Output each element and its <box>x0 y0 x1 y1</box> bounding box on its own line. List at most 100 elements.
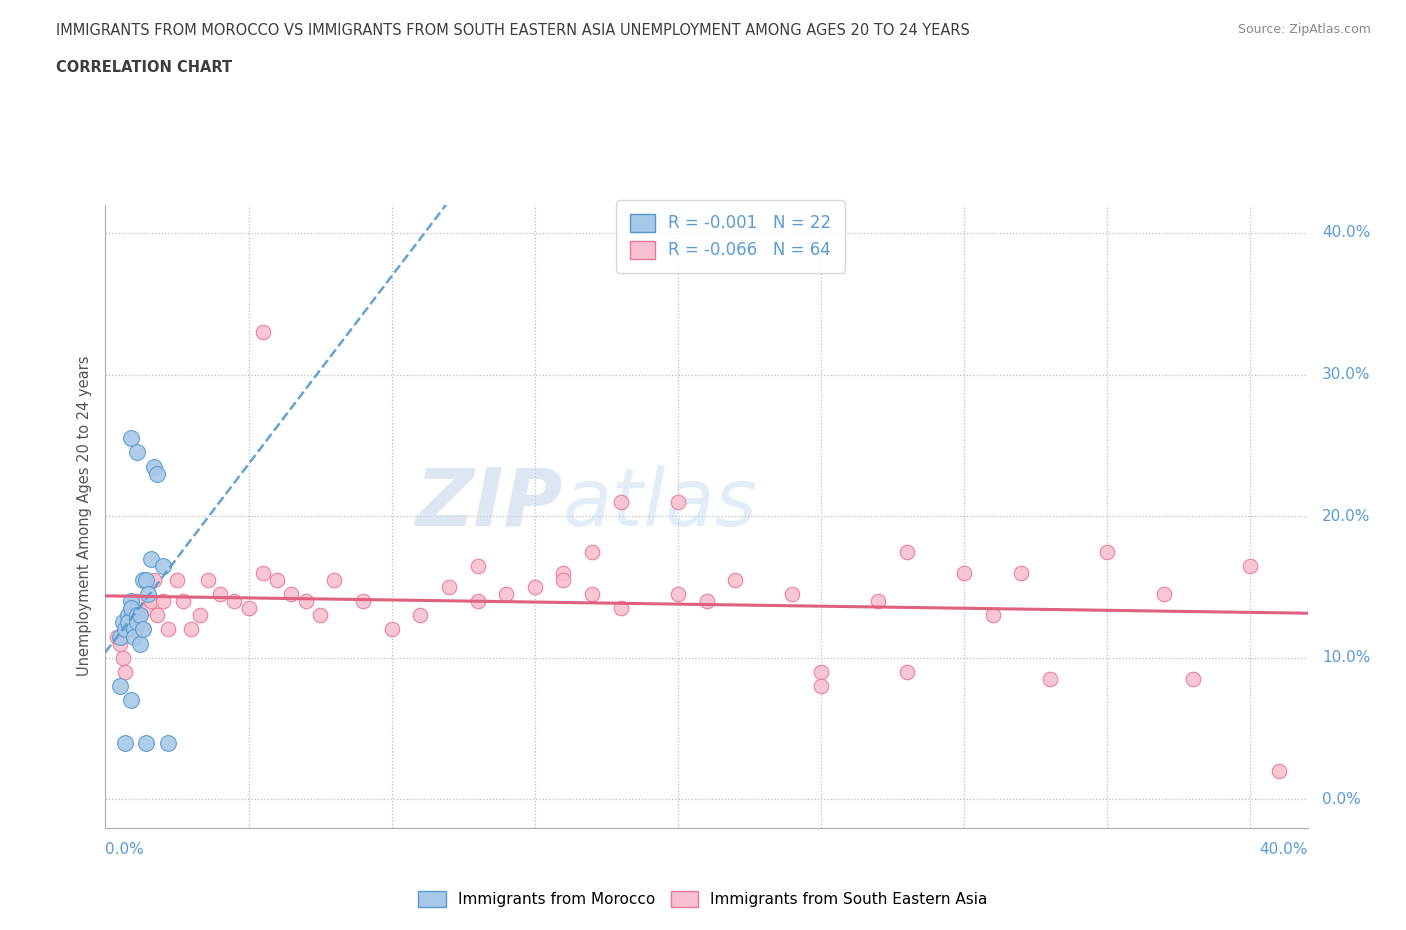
Point <box>125 445 148 459</box>
Point <box>266 573 288 588</box>
Point <box>108 629 131 644</box>
Point <box>125 615 148 630</box>
Text: atlas: atlas <box>562 465 756 543</box>
Point <box>120 593 142 608</box>
Point <box>1182 671 1205 686</box>
Point <box>138 587 160 602</box>
Point <box>238 601 260 616</box>
Point <box>120 601 142 616</box>
Point <box>437 579 460 594</box>
Text: 30.0%: 30.0% <box>1322 367 1371 382</box>
Point <box>467 593 489 608</box>
Point <box>128 608 150 623</box>
Point <box>1268 764 1291 778</box>
Text: 0.0%: 0.0% <box>1322 791 1361 807</box>
Point <box>122 622 145 637</box>
Point <box>1239 558 1261 573</box>
Point <box>208 587 231 602</box>
Point <box>180 622 202 637</box>
Point <box>131 573 153 588</box>
Point <box>120 431 142 445</box>
Point <box>581 587 603 602</box>
Point <box>467 558 489 573</box>
Point <box>280 587 302 602</box>
Point <box>122 629 145 644</box>
Point <box>953 565 976 580</box>
Point <box>152 593 174 608</box>
Point <box>381 622 404 637</box>
Point <box>105 629 128 644</box>
Point <box>1095 544 1118 559</box>
Point <box>152 558 174 573</box>
Point <box>309 608 332 623</box>
Point <box>172 593 194 608</box>
Point <box>666 495 689 510</box>
Point <box>120 693 142 708</box>
Point <box>138 601 160 616</box>
Point <box>143 573 166 588</box>
Y-axis label: Unemployment Among Ages 20 to 24 years: Unemployment Among Ages 20 to 24 years <box>77 356 93 676</box>
Point <box>523 579 546 594</box>
Point <box>1153 587 1175 602</box>
Point <box>352 593 374 608</box>
Point <box>135 573 157 588</box>
Legend: R = -0.001   N = 22, R = -0.066   N = 64: R = -0.001 N = 22, R = -0.066 N = 64 <box>616 201 845 272</box>
Point <box>553 573 575 588</box>
Point <box>188 608 211 623</box>
Point <box>1039 671 1062 686</box>
Point <box>108 636 131 651</box>
Point <box>609 601 631 616</box>
Point <box>111 615 134 630</box>
Point <box>111 650 134 665</box>
Point <box>252 565 274 580</box>
Point <box>197 573 219 588</box>
Point <box>1010 565 1032 580</box>
Text: 10.0%: 10.0% <box>1322 650 1371 665</box>
Point <box>128 636 150 651</box>
Point <box>981 608 1004 623</box>
Point <box>295 593 318 608</box>
Point <box>323 573 346 588</box>
Point <box>868 593 890 608</box>
Point <box>609 495 631 510</box>
Point <box>581 544 603 559</box>
Point <box>157 622 180 637</box>
Point <box>146 466 169 481</box>
Point <box>117 622 139 637</box>
Point <box>141 593 163 608</box>
Text: 20.0%: 20.0% <box>1322 509 1371 524</box>
Point <box>128 608 150 623</box>
Point <box>896 664 918 679</box>
Point <box>135 736 157 751</box>
Point <box>810 679 832 694</box>
Point <box>131 622 153 637</box>
Point <box>131 622 153 637</box>
Point <box>117 608 139 623</box>
Point <box>141 551 163 566</box>
Text: 0.0%: 0.0% <box>105 842 145 857</box>
Point <box>896 544 918 559</box>
Point <box>696 593 718 608</box>
Point <box>252 325 274 339</box>
Point <box>157 736 180 751</box>
Point <box>125 608 148 623</box>
Text: 40.0%: 40.0% <box>1322 225 1371 241</box>
Point <box>724 573 747 588</box>
Point <box>782 587 804 602</box>
Point <box>553 565 575 580</box>
Point <box>125 593 148 608</box>
Point <box>495 587 517 602</box>
Text: ZIP: ZIP <box>415 465 562 543</box>
Text: 40.0%: 40.0% <box>1260 842 1308 857</box>
Legend: Immigrants from Morocco, Immigrants from South Eastern Asia: Immigrants from Morocco, Immigrants from… <box>412 884 994 913</box>
Point <box>224 593 246 608</box>
Point <box>146 608 169 623</box>
Point <box>810 664 832 679</box>
Point <box>114 622 136 637</box>
Point <box>117 615 139 630</box>
Text: IMMIGRANTS FROM MOROCCO VS IMMIGRANTS FROM SOUTH EASTERN ASIA UNEMPLOYMENT AMONG: IMMIGRANTS FROM MOROCCO VS IMMIGRANTS FR… <box>56 23 970 38</box>
Text: CORRELATION CHART: CORRELATION CHART <box>56 60 232 75</box>
Point <box>114 664 136 679</box>
Point <box>166 573 188 588</box>
Point <box>122 615 145 630</box>
